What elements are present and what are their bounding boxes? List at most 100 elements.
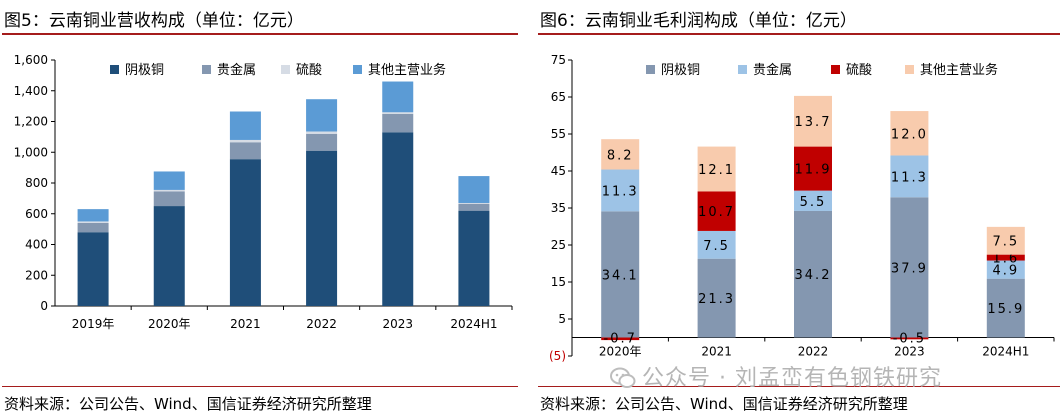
data-label-3-2022: 13.7 [795,115,832,130]
data-label-2-2021: 10.7 [698,205,735,220]
watermark: 公众号 · 刘孟峦有色钢铁研究 [610,360,1050,391]
bar-segment-2-2023 [890,337,929,340]
bar-segment-3-2024h1 [986,226,1025,255]
gross-profit-stacked-bar-chart: (5) 5 15 25 35 45 55 65 75 2020年 34.1 11.3 -0.7 8.2 20… [549,53,1055,363]
bar-segment-0-2022 [794,210,832,338]
revenue-stacked-bar-chart: 0 200 400 600 800 1,000 1,200 1,400 1,600 2019年 20… [14,53,513,331]
bar-segment-2-2021 [697,191,736,231]
y-tick-label: 45 [551,164,566,178]
bar-segment-2-2022 [306,131,338,134]
title-divider [2,33,518,35]
y-tick-label: 1,000 [14,145,48,159]
data-label-1-2020: 11.3 [602,184,639,199]
legend-label-3: 其他主营业务 [368,62,446,78]
bar-segment-1-2024h1 [986,260,1025,279]
bar-segment-1-2021 [229,142,261,160]
bar-segment-2-2023 [382,112,414,114]
chart-title: 图5：云南铜业营收构成（单位：亿元） [4,11,304,31]
bar-segment-1-2022 [306,133,338,151]
x-tick-label: 2022 [798,345,829,359]
bar-segment-2-2021 [229,139,261,143]
bar-segment-1-2024h1 [458,203,490,211]
source-note: 资料来源：公司公告、Wind、国信证券经济研究所整理 [540,395,908,413]
bar-segment-2-2024h1 [986,254,1025,261]
bar-segment-3-2022 [794,95,832,147]
legend-label-1: 贵金属 [753,62,792,78]
data-label-2-2020: -0.7 [604,332,637,347]
bar-segment-3-2019 [77,209,109,222]
legend-swatch-3 [353,65,362,74]
bar-segment-0-2020 [601,211,640,338]
data-label-3-2023: 12.0 [891,127,928,142]
bar-segment-1-2021 [697,230,736,259]
bar-segment-0-2019 [77,232,109,306]
x-tick-label: 2024H1 [450,317,497,331]
legend-swatch-1 [202,65,211,74]
bar-segment-0-2024h1 [986,278,1025,338]
y-tick-label: 0 [40,299,48,313]
data-label-0-2021: 21.3 [698,292,735,307]
legend-swatch-0 [110,65,119,74]
data-label-1-2022: 5.5 [800,195,827,210]
y-tick-label: 1,200 [14,115,48,129]
bar-segment-3-2024h1 [458,176,490,203]
bar-segment-3-2021 [697,146,736,192]
bar-segment-3-2021 [229,111,261,140]
y-tick-label: 800 [25,176,48,190]
watermark-text: 公众号 · 刘孟峦有色钢铁研究 [642,366,942,391]
y-tick-label: (5) [549,349,566,363]
bar-segment-1-2023 [382,113,414,133]
y-tick-label: 25 [551,238,566,252]
bar-segment-2-2020 [601,337,640,341]
legend-label-3: 其他主营业务 [920,62,998,78]
x-tick-label: 2020年 [148,317,191,331]
bar-segment-3-2023 [890,111,929,156]
data-label-3-2020: 8.2 [607,148,634,163]
x-tick-label: 2024H1 [982,345,1029,359]
legend-swatch-1 [738,65,747,74]
gross-profit-chart-panel: 图6：云南铜业毛利润构成（单位：亿元） (5) 5 15 25 35 45 55 65 75 20… [536,0,1062,418]
legend-label-2: 硫酸 [846,63,872,78]
bar-segment-1-2023 [890,155,929,198]
wechat-icon [610,367,636,388]
bar-segment-3-2022 [306,99,338,132]
data-label-0-2023: 37.9 [891,261,928,276]
legend-swatch-2 [281,65,290,74]
x-tick-label: 2021 [230,317,261,331]
y-tick-label: 1,400 [14,84,48,98]
data-label-2-2022: 11.9 [795,163,832,178]
x-tick-label: 2022 [306,317,337,331]
x-tick-label: 2023 [894,345,925,359]
source-divider [2,386,518,387]
x-tick-label: 2020年 [599,345,642,359]
revenue-chart-panel: 图5：云南铜业营收构成（单位：亿元） 0 200 400 600 800 1,000 1,2… [0,0,520,418]
bar-segment-0-2024h1 [458,210,490,306]
bar-segment-3-2023 [382,81,414,113]
x-tick-label: 2023 [382,317,413,331]
data-label-0-2020: 34.1 [602,268,639,283]
legend-swatch-3 [905,65,914,74]
bar-segment-2-2024h1 [458,202,490,204]
bar-segment-2-2020 [153,189,185,192]
data-label-2-2023: -0.5 [893,332,926,347]
y-tick-label: 15 [551,275,566,289]
data-label-0-2024h1: 15.9 [987,302,1024,317]
bar-segment-2-2019 [77,221,109,223]
bar-segment-1-2020 [601,169,640,212]
y-tick-label: 600 [25,207,48,221]
legend-label-0: 阴极铜 [661,63,700,78]
x-tick-label: 2019年 [72,317,115,331]
data-label-0-2022: 34.2 [795,268,832,283]
data-label-1-2023: 11.3 [891,170,928,185]
data-label-3-2024h1: 7.5 [992,235,1019,250]
title-divider [538,33,1060,35]
legend-label-2: 硫酸 [296,63,322,78]
bar-segment-0-2023 [890,197,929,338]
bar-segment-1-2019 [77,222,109,233]
y-tick-label: 35 [551,201,566,215]
y-tick-label: 1,600 [14,53,48,67]
bar-segment-1-2022 [794,190,832,211]
bar-segment-0-2022 [306,150,338,306]
chart-title: 图6：云南铜业毛利润构成（单位：亿元） [540,11,857,31]
bar-segment-0-2021 [229,159,261,306]
